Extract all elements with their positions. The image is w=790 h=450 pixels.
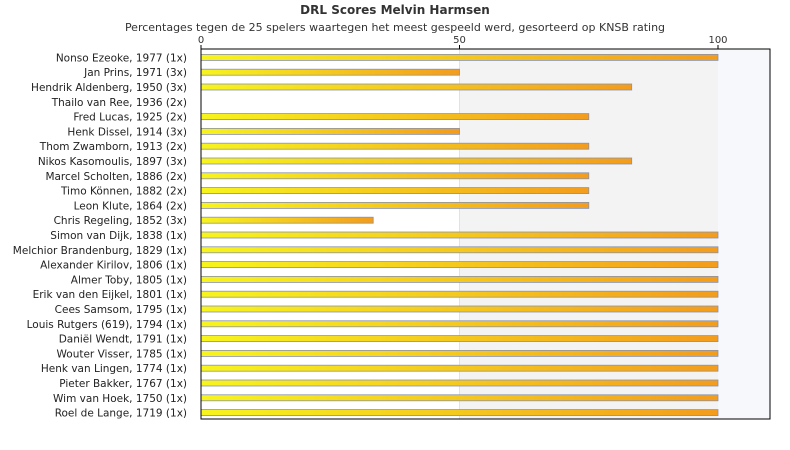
category-label: Nikos Kasomoulis, 1897 (3x) [38,156,187,168]
category-label: Marcel Scholten, 1886 (2x) [45,171,187,183]
category-label: Thom Zwamborn, 1913 (2x) [39,141,187,153]
x-tick-label: 100 [708,35,727,46]
category-label: Wouter Visser, 1785 (1x) [57,348,188,360]
bar [200,127,460,135]
bar [200,290,719,298]
category-label: Louis Rutgers (619), 1794 (1x) [27,319,187,331]
bar [200,261,719,269]
category-label: Timo Können, 1882 (2x) [60,186,187,198]
bar [200,216,374,224]
category-label: Alexander Kirilov, 1806 (1x) [40,260,187,272]
bar [200,68,460,76]
category-label: Roel de Lange, 1719 (1x) [55,408,187,420]
category-labels: Nonso Ezeoke, 1977 (1x) Jan Prins, 1971 (… [13,52,187,419]
bar [200,157,633,165]
bar [200,379,719,387]
category-label: Henk van Lingen, 1774 (1x) [41,363,187,375]
category-label: Nonso Ezeoke, 1977 (1x) [56,52,187,64]
bar [200,187,590,195]
category-label: Almer Toby, 1805 (1x) [71,274,187,286]
category-label: Jan Prins, 1971 (3x) [83,67,187,79]
bar [200,394,719,402]
plot-frame [200,48,771,420]
category-label: Henk Dissel, 1914 (3x) [67,126,187,138]
category-label: Simon van Dijk, 1838 (1x) [50,230,187,242]
bar [200,349,719,357]
x-tick-label: 50 [453,35,466,46]
chart-subtitle: Percentages tegen de 25 spelers waartege… [124,21,666,34]
bar [200,320,719,328]
bar [200,113,590,120]
category-label: Pieter Bakker, 1767 (1x) [59,378,187,390]
band-100-end [718,49,770,419]
plot-border [200,48,771,420]
bar [200,246,719,254]
bar [200,335,719,343]
category-label: Thailo van Ree, 1936 (2x) [51,97,187,109]
category-label: Hendrik Aldenberg, 1950 (3x) [31,82,187,94]
bar [200,54,719,61]
bar [200,83,633,91]
x-axis-ticks: 0 50 100 [198,35,728,49]
category-label: Leon Klute, 1864 (2x) [74,200,187,212]
category-label: Daniël Wendt, 1791 (1x) [59,334,187,346]
bar [200,275,719,283]
bar [200,142,590,150]
category-label: Cees Samsom, 1795 (1x) [55,304,187,316]
x-tick-label: 0 [198,35,204,46]
bar [200,172,590,180]
bar [200,201,590,209]
category-label: Chris Regeling, 1852 (3x) [54,215,187,227]
category-label: Wim van Hoek, 1750 (1x) [53,393,187,405]
bar [200,305,719,313]
chart-title: DRL Scores Melvin Harmsen [300,3,490,17]
category-label: Fred Lucas, 1925 (2x) [73,112,187,124]
category-label: Melchior Brandenburg, 1829 (1x) [13,245,187,257]
bar [200,231,719,239]
bar [200,364,719,372]
bar [200,409,719,417]
category-label: Erik van den Eijkel, 1801 (1x) [33,289,187,301]
